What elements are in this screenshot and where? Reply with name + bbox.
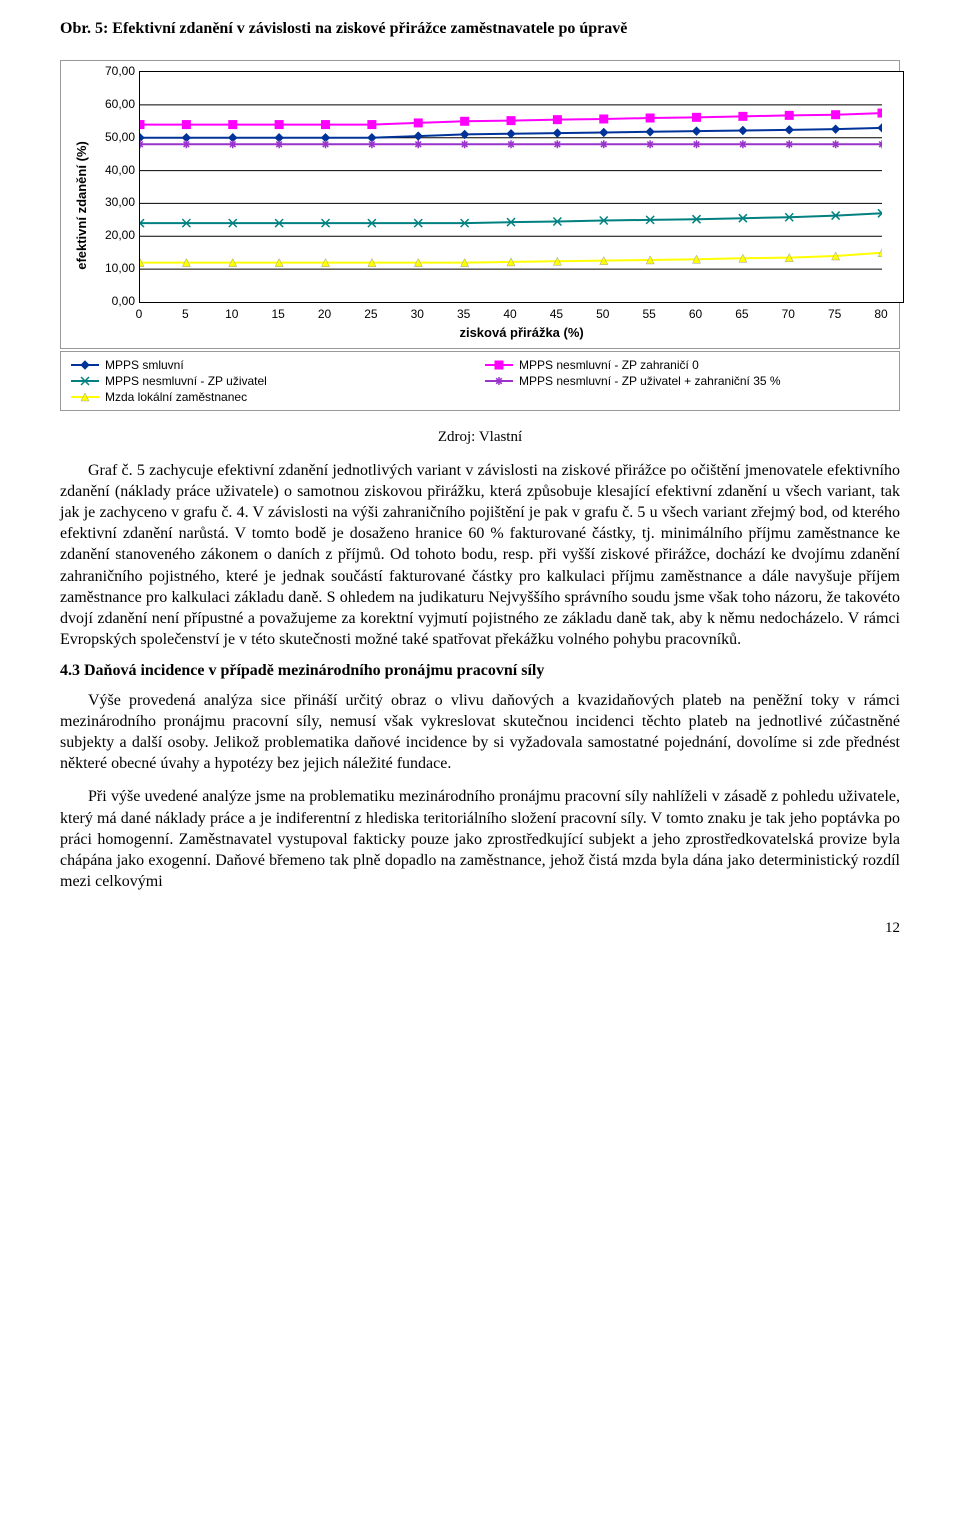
- legend-swatch: [71, 391, 99, 403]
- paragraph-2: Výše provedená analýza sice přináší urči…: [60, 690, 900, 774]
- y-tick-label: 40,00: [93, 163, 135, 177]
- legend-swatch: [71, 359, 99, 371]
- x-tick-label: 5: [162, 307, 208, 321]
- legend-label: MPPS nesmluvní - ZP uživatel + zahraničn…: [519, 374, 781, 388]
- x-tick-label: 35: [440, 307, 486, 321]
- x-tick-label: 10: [209, 307, 255, 321]
- legend-item: MPPS smluvní: [71, 358, 475, 372]
- subsection-heading: 4.3 Daňová incidence v případě mezinárod…: [60, 662, 900, 680]
- figure-caption: Obr. 5: Efektivní zdanění v závislosti n…: [60, 20, 900, 38]
- paragraph-1: Graf č. 5 zachycuje efektivní zdanění je…: [60, 460, 900, 650]
- chart-plot: [139, 71, 904, 303]
- x-tick-label: 20: [301, 307, 347, 321]
- page-number: 12: [60, 920, 900, 937]
- y-tick-label: 50,00: [93, 130, 135, 144]
- x-tick-label: 45: [533, 307, 579, 321]
- legend-label: Mzda lokální zaměstnanec: [105, 390, 247, 404]
- y-tick-label: 20,00: [93, 228, 135, 242]
- legend-swatch: [485, 359, 513, 371]
- legend-label: MPPS nesmluvní - ZP zahraničí 0: [519, 358, 699, 372]
- legend-swatch: [485, 375, 513, 387]
- legend-item: MPPS nesmluvní - ZP zahraničí 0: [485, 358, 889, 372]
- x-tick-label: 70: [765, 307, 811, 321]
- y-tick-label: 60,00: [93, 97, 135, 111]
- y-tick-label: 30,00: [93, 195, 135, 209]
- source-line: Zdroj: Vlastní: [60, 429, 900, 446]
- x-tick-label: 65: [719, 307, 765, 321]
- paragraph-3: Při výše uvedené analýze jsme na problem…: [60, 786, 900, 892]
- x-tick-label: 0: [116, 307, 162, 321]
- x-tick-label: 55: [626, 307, 672, 321]
- x-tick-label: 60: [672, 307, 718, 321]
- legend-swatch: [71, 375, 99, 387]
- y-tick-label: 0,00: [93, 294, 135, 308]
- y-axis-label: efektivní zdanění (%): [74, 141, 89, 270]
- x-tick-label: 30: [394, 307, 440, 321]
- legend-item: MPPS nesmluvní - ZP uživatel + zahraničn…: [485, 374, 889, 388]
- y-tick-label: 10,00: [93, 261, 135, 275]
- chart-container: efektivní zdanění (%) 0,00 10,00 20,00 30,0…: [60, 60, 900, 349]
- x-tick-label: 15: [255, 307, 301, 321]
- x-tick-label: 75: [811, 307, 857, 321]
- chart-legend: MPPS smluvní MPPS nesmluvní - ZP zahranič…: [60, 351, 900, 411]
- x-axis-label: zisková přirážka (%): [93, 325, 904, 340]
- x-tick-label: 50: [580, 307, 626, 321]
- legend-label: MPPS smluvní: [105, 358, 184, 372]
- legend-label: MPPS nesmluvní - ZP uživatel: [105, 374, 267, 388]
- legend-item: MPPS nesmluvní - ZP uživatel: [71, 374, 475, 388]
- y-tick-label: 70,00: [93, 64, 135, 78]
- legend-item: Mzda lokální zaměstnanec: [71, 390, 475, 404]
- x-tick-label: 40: [487, 307, 533, 321]
- x-tick-label: 25: [348, 307, 394, 321]
- x-tick-label: 80: [858, 307, 904, 321]
